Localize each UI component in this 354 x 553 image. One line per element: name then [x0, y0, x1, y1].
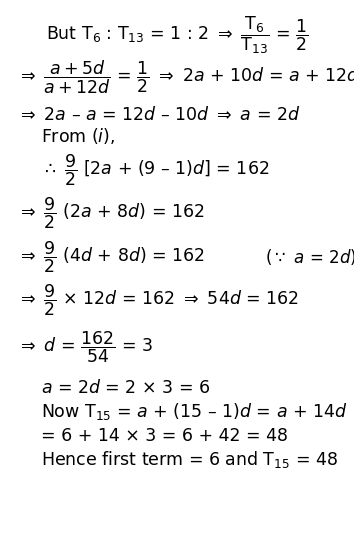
Text: $\Rightarrow$ $d$ = $\dfrac{162}{54}$ = 3: $\Rightarrow$ $d$ = $\dfrac{162}{54}$ = … — [17, 330, 153, 365]
Text: Hence first term = 6 and T$_{15}$ = 48: Hence first term = 6 and T$_{15}$ = 48 — [41, 449, 338, 470]
Text: ($\because$ $a$ = 2$d$): ($\because$ $a$ = 2$d$) — [266, 247, 354, 267]
Text: $\Rightarrow$ 2$a$ – $a$ = 12$d$ – 10$d$ $\Rightarrow$ $a$ = 2$d$: $\Rightarrow$ 2$a$ – $a$ = 12$d$ – 10$d$… — [17, 106, 301, 123]
Text: But T$_6$ : T$_{13}$ = 1 : 2 $\Rightarrow$ $\dfrac{\mathrm{T}_6}{\mathrm{T}_{13}: But T$_6$ : T$_{13}$ = 1 : 2 $\Rightarro… — [46, 14, 308, 56]
Text: = 6 + 14 × 3 = 6 + 42 = 48: = 6 + 14 × 3 = 6 + 42 = 48 — [41, 427, 288, 445]
Text: From ($i$),: From ($i$), — [41, 126, 115, 146]
Text: Now T$_{15}$ = $a$ + (15 – 1)$d$ = $a$ + 14$d$: Now T$_{15}$ = $a$ + (15 – 1)$d$ = $a$ +… — [41, 401, 348, 422]
Text: $\Rightarrow$ $\dfrac{a+5d}{a+12d}$ = $\dfrac{1}{2}$ $\Rightarrow$ 2$a$ + 10$d$ : $\Rightarrow$ $\dfrac{a+5d}{a+12d}$ = $\… — [17, 59, 354, 96]
Text: $a$ = 2$d$ = 2 × 3 = 6: $a$ = 2$d$ = 2 × 3 = 6 — [41, 379, 210, 397]
Text: $\Rightarrow$ $\dfrac{9}{2}$ × 12$d$ = 162 $\Rightarrow$ 54$d$ = 162: $\Rightarrow$ $\dfrac{9}{2}$ × 12$d$ = 1… — [17, 283, 299, 318]
Text: $\therefore$ $\dfrac{9}{2}$ [2$a$ + (9 – 1)$d$] = 162: $\therefore$ $\dfrac{9}{2}$ [2$a$ + (9 –… — [41, 153, 269, 188]
Text: $\Rightarrow$ $\dfrac{9}{2}$ (2$a$ + 8$d$) = 162: $\Rightarrow$ $\dfrac{9}{2}$ (2$a$ + 8$d… — [17, 195, 205, 231]
Text: $\Rightarrow$ $\dfrac{9}{2}$ (4$d$ + 8$d$) = 162: $\Rightarrow$ $\dfrac{9}{2}$ (4$d$ + 8$d… — [17, 239, 205, 275]
